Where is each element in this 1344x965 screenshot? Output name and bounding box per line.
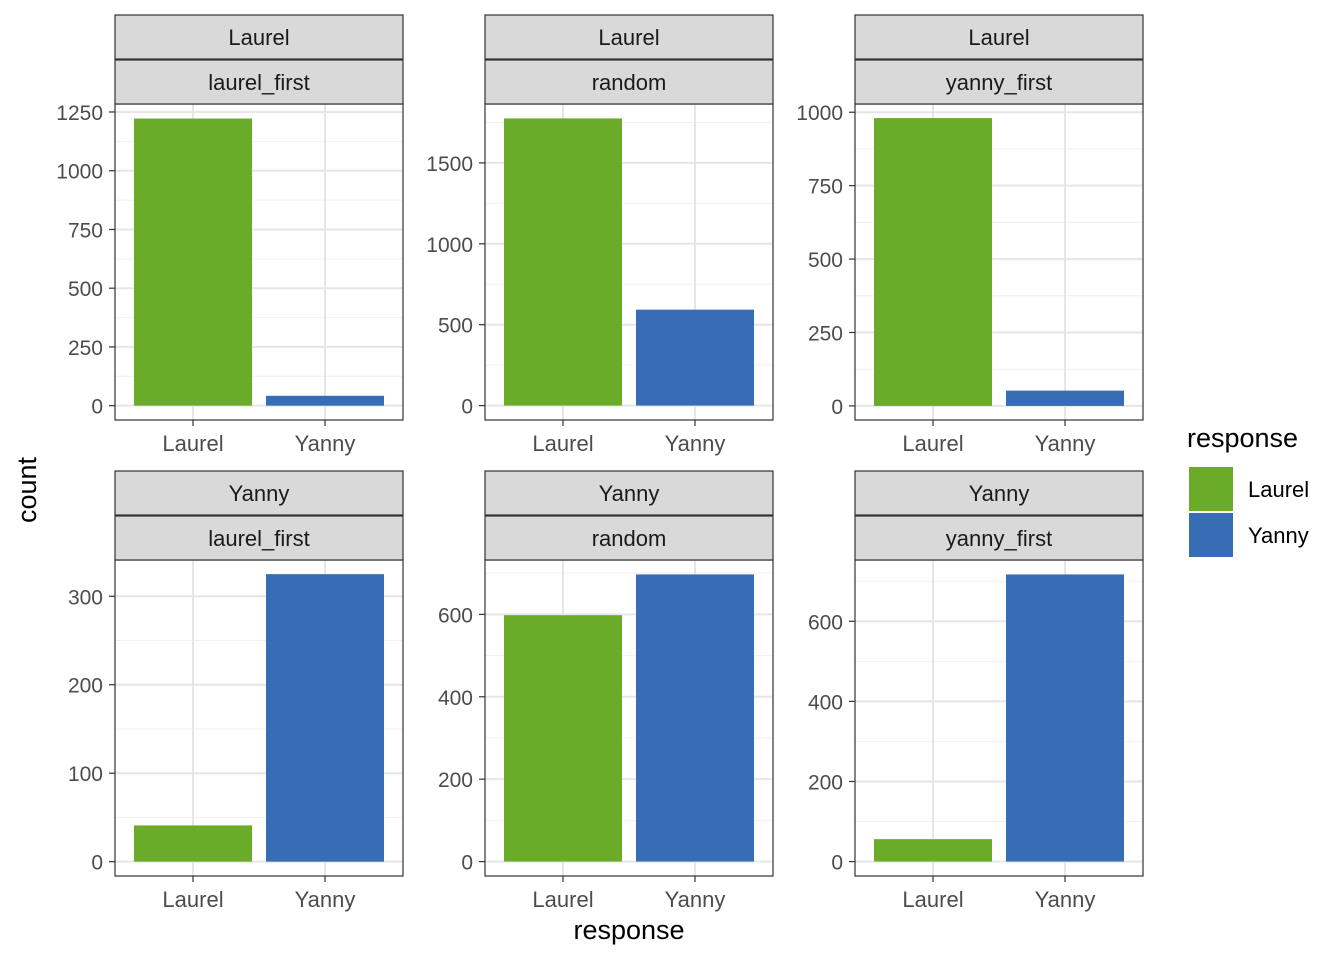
y-tick-label: 250 [808,322,843,345]
y-tick-label: 1000 [56,161,103,184]
y-tick-label: 200 [68,675,103,698]
x-tick-label: Laurel [532,887,593,912]
strip-col-label: yanny_first [946,526,1052,551]
y-tick-label: 750 [808,176,843,199]
bar-laurel [504,118,622,406]
y-tick-label: 0 [461,396,473,419]
x-tick-label: Laurel [902,431,963,456]
y-tick-label: 500 [808,249,843,272]
strip-row-label: Yanny [599,481,660,506]
legend-label: Laurel [1248,477,1309,502]
x-axis-title: response [573,915,684,945]
bar-yanny [266,574,384,862]
y-tick-label: 1500 [426,153,473,176]
bar-yanny [1006,390,1124,406]
y-tick-label: 300 [68,586,103,609]
y-tick-label: 600 [438,604,473,627]
y-tick-label: 1250 [56,102,103,125]
strip-col-box [484,59,774,105]
x-tick-label: Yanny [665,887,726,912]
facet-panel-laurel-yanny-first: Laurel yanny_first 0 250 500 750 1000 Laurel Yan… [796,14,1144,456]
facet-panel-yanny-random: Yanny random 0 200 400 600 Laurel Yanny [438,470,774,912]
strip-row-label: Laurel [598,25,659,50]
legend-key-laurel [1189,467,1233,511]
legend-key-yanny [1189,513,1233,557]
y-tick-label: 500 [438,315,473,338]
strip-col-label: laurel_first [208,70,309,95]
bar-laurel [504,615,622,862]
strip-row-label: Yanny [229,481,290,506]
facet-panel-yanny-yanny-first: Yanny yanny_first 0 200 400 600 Laurel Yanny [808,470,1144,912]
y-tick-label: 500 [68,278,103,301]
x-tick-label: Yanny [1035,431,1096,456]
legend: response Laurel Yanny [1187,423,1309,557]
bar-laurel [134,118,252,406]
strip-row-box [854,470,1144,516]
y-tick-label: 100 [68,763,103,786]
y-tick-label: 0 [831,396,843,419]
y-tick-label: 200 [808,771,843,794]
legend-title: response [1187,423,1298,453]
x-tick-label: Laurel [162,887,223,912]
bar-yanny [1006,574,1124,862]
strip-row-box [114,470,404,516]
y-tick-label: 0 [91,852,103,875]
bar-laurel [874,839,992,862]
facet-panel-laurel-random: Laurel random 0 500 1000 1500 Laurel Yanny [426,14,774,456]
x-tick-label: Yanny [295,431,356,456]
facet-panel-yanny-laurel-first: Yanny laurel_first 0 100 200 300 Laurel Yanny [68,470,404,912]
y-tick-label: 250 [68,337,103,360]
legend-label: Yanny [1248,523,1309,548]
y-tick-label: 0 [91,396,103,419]
bar-yanny [266,395,384,406]
y-tick-label: 600 [808,611,843,634]
strip-col-label: yanny_first [946,70,1052,95]
strip-col-box [854,59,1144,105]
strip-row-box [854,14,1144,60]
strip-row-box [484,14,774,60]
strip-col-label: random [592,526,667,551]
x-tick-label: Laurel [162,431,223,456]
y-tick-label: 0 [461,852,473,875]
strip-row-box [484,470,774,516]
bar-laurel [874,118,992,406]
facet-panel-laurel-laurel-first: Laurel laurel_first 0 250 500 750 1000 1250 Laur… [56,14,404,456]
x-tick-label: Laurel [532,431,593,456]
x-tick-label: Yanny [295,887,356,912]
bar-laurel [134,825,252,862]
y-tick-label: 1000 [426,234,473,257]
y-axis-title: count [12,456,42,523]
x-tick-label: Yanny [1035,887,1096,912]
y-tick-label: 200 [438,769,473,792]
strip-row-label: Laurel [228,25,289,50]
strip-col-box [114,59,404,105]
x-tick-label: Laurel [902,887,963,912]
bar-yanny [636,309,754,406]
y-tick-label: 400 [808,691,843,714]
y-tick-label: 750 [68,219,103,242]
strip-col-label: random [592,70,667,95]
strip-row-label: Laurel [968,25,1029,50]
y-tick-label: 1000 [796,102,843,125]
bar-yanny [636,574,754,862]
x-tick-label: Yanny [665,431,726,456]
y-tick-label: 0 [831,852,843,875]
strip-row-label: Yanny [969,481,1030,506]
y-tick-label: 400 [438,687,473,710]
strip-col-box [114,515,404,561]
strip-col-box [484,515,774,561]
strip-col-box [854,515,1144,561]
strip-col-label: laurel_first [208,526,309,551]
strip-row-box [114,14,404,60]
